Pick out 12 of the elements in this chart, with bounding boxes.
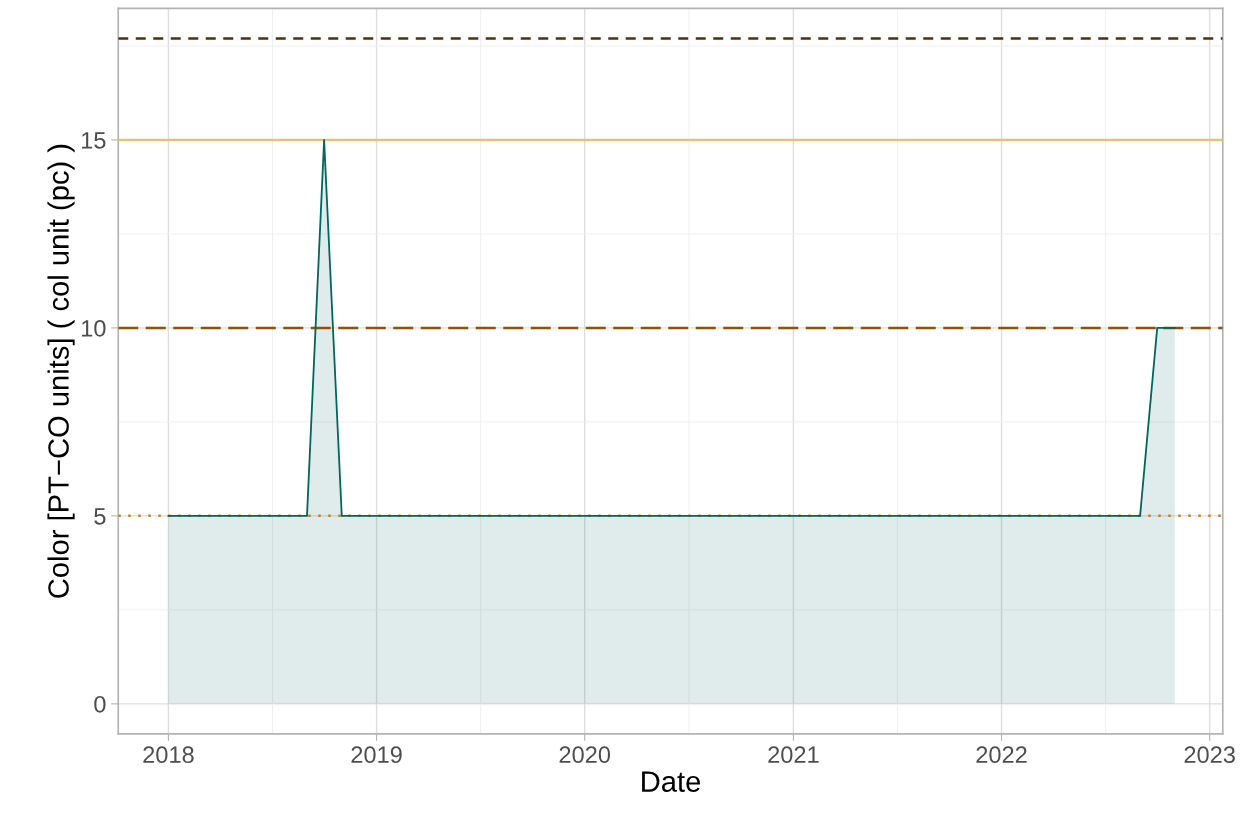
x-tick-label: 2022: [976, 746, 1027, 764]
y-axis-title: Color [PT−CO units] ( col unit (pc) ): [47, 144, 75, 598]
y-tick-label: 5: [94, 508, 106, 525]
x-tick-label: 2021: [768, 746, 819, 764]
x-tick-label: 2023: [1184, 746, 1235, 764]
x-tick-label: 2020: [559, 746, 611, 764]
y-tick-label: 10: [81, 319, 106, 337]
y-tick-label: 15: [81, 132, 106, 149]
x-axis-title: Date: [642, 771, 701, 792]
y-tick-label: 0: [94, 695, 106, 713]
x-tick-label: 2018: [143, 746, 194, 764]
x-tick-label: 2019: [351, 746, 402, 764]
